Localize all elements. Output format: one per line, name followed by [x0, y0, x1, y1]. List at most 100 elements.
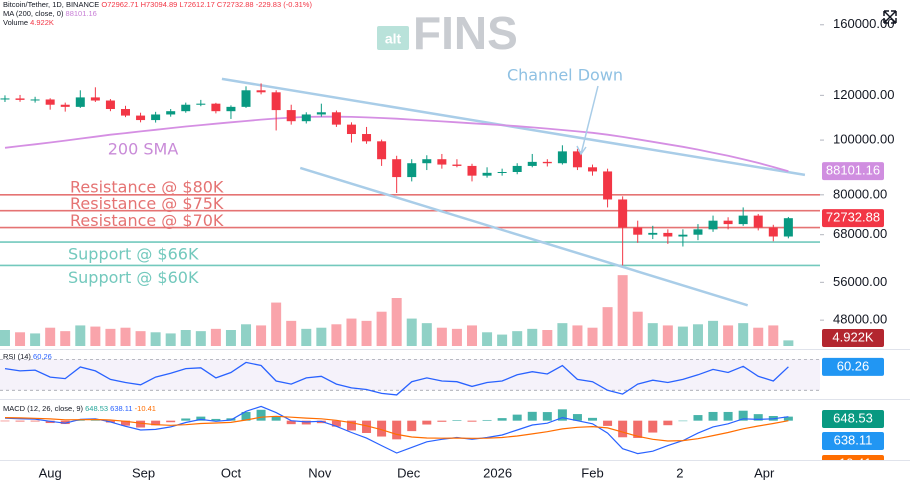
value-badge-label: 60.26 — [837, 358, 870, 373]
volume-bar — [150, 332, 161, 346]
y-tick-label: 120000.00 — [833, 87, 894, 102]
watermark: alt FINS — [377, 7, 518, 59]
macd-histogram-bar — [467, 420, 477, 422]
ohlc: O72962.71 H73094.89 L72612.17 C72732.88 … — [101, 0, 312, 9]
candle-body — [422, 159, 432, 164]
macd-histogram-bar — [603, 420, 613, 426]
value-badge-label: 72732.88 — [826, 210, 880, 225]
candle-body — [618, 199, 628, 228]
macd-histogram-bar — [60, 420, 70, 425]
macd-histogram-bar — [588, 417, 598, 421]
volume-bar — [346, 318, 357, 346]
volume-bar — [15, 332, 26, 346]
candle-body — [572, 151, 582, 168]
macd-histogram-bar — [75, 420, 85, 421]
candle-body — [45, 99, 55, 105]
candle-body — [542, 161, 552, 164]
macd-histogram-bar — [512, 414, 522, 421]
macd-histogram-bar — [572, 414, 582, 421]
y-tick-label: 100000.00 — [833, 132, 894, 147]
volume-bar — [105, 328, 116, 346]
sma-line — [4, 115, 789, 173]
macd-histogram-bar — [241, 411, 251, 421]
candle-body — [557, 151, 567, 164]
macd-histogram-bar — [181, 418, 191, 421]
macd-histogram-bar — [377, 420, 387, 437]
macd-histogram-bar — [527, 411, 537, 421]
annotation: 200 SMA — [108, 140, 179, 159]
macd-histogram-bar — [708, 411, 718, 421]
candle-body — [527, 161, 537, 166]
x-axis-background — [0, 461, 910, 487]
macd-histogram-bar — [407, 420, 417, 432]
volume-bar — [45, 327, 56, 346]
value-badge — [822, 162, 884, 181]
x-tick-label: Oct — [221, 465, 242, 480]
volume-bar — [180, 330, 191, 346]
candle-body — [377, 141, 387, 160]
x-tick-label: Sep — [132, 465, 155, 480]
volume-bar — [301, 328, 312, 346]
channel-line — [299, 166, 749, 307]
macd-histogram-bar — [542, 412, 552, 421]
watermark-box — [377, 26, 409, 50]
macd-histogram-bar — [738, 410, 748, 421]
y-tick-label: 160000.00 — [833, 16, 894, 31]
macd-name: MACD (12, 26, close, 9) — [3, 404, 84, 413]
volume-bar — [135, 331, 146, 346]
value-badge — [822, 329, 884, 347]
rsi-band — [0, 359, 820, 391]
level-label: Support @ $60K — [68, 268, 199, 287]
expand-icon[interactable] — [883, 10, 897, 24]
candle-body — [603, 171, 613, 200]
volume-bar — [753, 327, 764, 346]
symbol: Bitcoin/Tether, 1D, BINANCE — [3, 0, 99, 9]
macd-histogram-bar — [618, 420, 628, 438]
candle-body — [15, 98, 25, 100]
hist-value: 648.53 — [85, 404, 108, 413]
legend-symbol: Bitcoin/Tether, 1D, BINANCE O72962.71 H7… — [3, 0, 312, 9]
macd-histogram-bar — [271, 416, 281, 421]
macd-histogram-bar — [90, 419, 100, 421]
volume-name: Volume — [3, 18, 28, 27]
axes: 160000.00 120000.00 100000.00 80000.00 68000… — [0, 16, 910, 487]
candle-body — [738, 215, 748, 225]
annotation-arrow — [576, 85, 599, 156]
volume-bar — [647, 323, 658, 346]
value-badge — [822, 357, 884, 376]
volume-bar — [662, 325, 673, 346]
candle-body — [331, 112, 341, 125]
volume-bar — [0, 330, 10, 346]
macd-histogram-bar — [392, 420, 402, 440]
macd-histogram-bar — [151, 420, 161, 426]
volume-bar — [406, 318, 417, 346]
x-tick-label: Feb — [581, 465, 603, 480]
candle-body — [512, 165, 522, 172]
volume-bar — [677, 326, 688, 346]
volume-bar — [572, 325, 583, 346]
candle-body — [452, 164, 462, 166]
candle-body — [693, 229, 703, 235]
macd-histogram-bar — [437, 420, 447, 422]
volume-bar — [286, 320, 297, 346]
macd-histogram-bar — [136, 420, 146, 428]
candle-body — [196, 103, 206, 105]
candle-body — [0, 98, 10, 100]
macd-histogram-bar — [723, 411, 733, 421]
volume-bar — [421, 323, 432, 346]
volume-bar — [482, 332, 493, 346]
x-tick-label: 2 — [676, 465, 683, 480]
macd-histogram-bar — [753, 414, 763, 421]
volume-bar — [723, 325, 734, 346]
ma-value: 88101.16 — [66, 9, 97, 18]
volume-bar — [587, 327, 598, 346]
candle-body — [588, 167, 598, 172]
candle-body — [301, 114, 311, 122]
rsi-pane — [0, 358, 820, 396]
macd-histogram-bar — [286, 420, 296, 425]
y-tick-label: 80000.00 — [833, 186, 887, 201]
expand-glyph[interactable] — [883, 10, 897, 24]
volume-bar — [90, 326, 101, 346]
ma-name: MA (200, close, 0) — [3, 9, 64, 18]
candle-body — [407, 163, 417, 178]
